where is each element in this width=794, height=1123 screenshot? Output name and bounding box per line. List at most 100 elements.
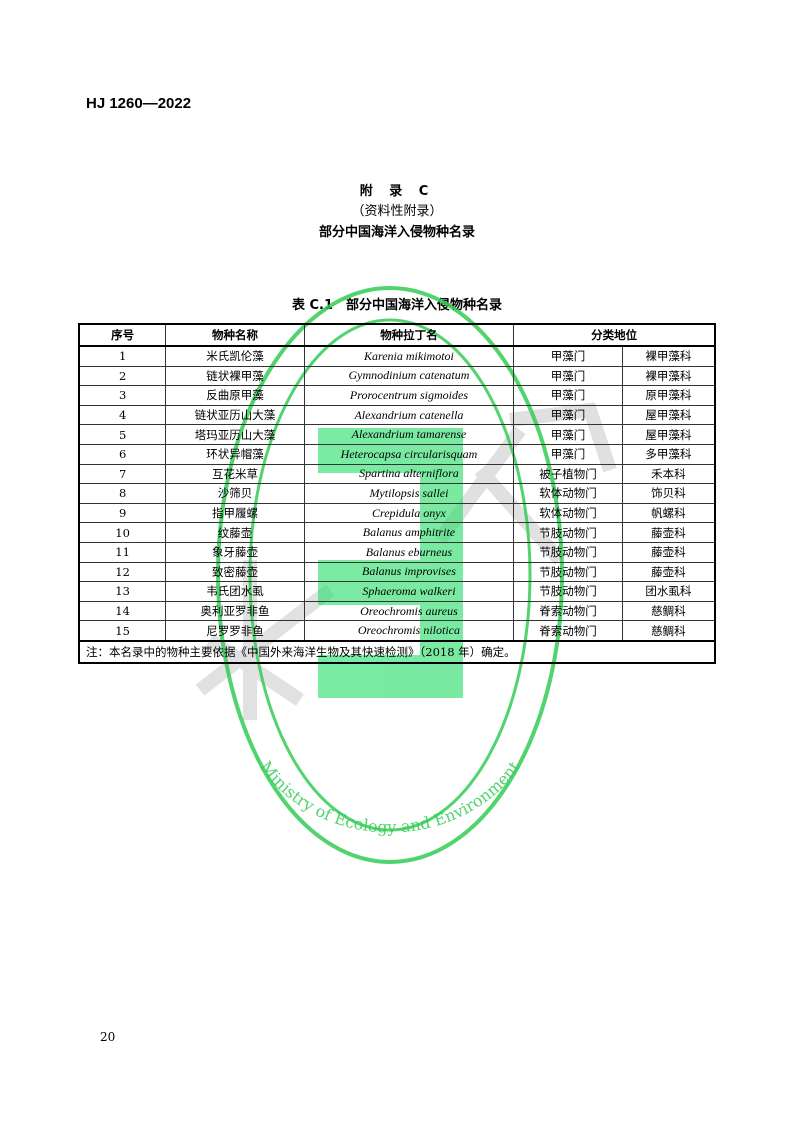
cell-latin: Karenia mikimotoi [303,345,515,367]
cell-family: 裸甲藻科 [621,365,716,387]
cell-index: 6 [78,443,167,465]
cell-latin: Mytilopsis sallei [303,483,515,504]
cell-family: 禾本科 [621,463,716,485]
cell-phylum: 甲藻门 [513,345,623,367]
header-name: 物种名称 [165,323,305,347]
appendix-nature: （资料性附录） [351,204,443,219]
cell-name: 链状裸甲藻 [165,365,305,387]
cell-family: 多甲藻科 [621,443,716,465]
cell-family: 屋甲藻科 [621,424,716,445]
cell-name: 象牙藤壶 [165,541,305,563]
cell-latin: Gymnodinium catenatum [303,365,515,387]
cell-index: 14 [78,600,167,622]
table-row: 5 塔玛亚历山大藻 Alexandrium tamarense 甲藻门 屋甲藻科 [78,424,716,445]
page-number: 20 [100,1030,116,1044]
table-caption: 表 C.1 部分中国海洋入侵物种名录 [291,298,503,313]
cell-phylum: 甲藻门 [513,365,623,387]
cell-name: 奥利亚罗非鱼 [165,600,305,622]
table-row: 1 米氏凯伦藻 Karenia mikimotoi 甲藻门 裸甲藻科 [78,345,716,367]
table-row: 11 象牙藤壶 Balanus eburneus 节肢动物门 藤壶科 [78,541,716,563]
cell-name: 纹藤壶 [165,522,305,543]
table-row: 8 沙筛贝 Mytilopsis sallei 软体动物门 饰贝科 [78,483,716,504]
cell-index: 9 [78,502,167,524]
cell-latin: Alexandrium catenella [303,404,515,426]
cell-family: 裸甲藻科 [621,345,716,367]
table-row: 10 纹藤壶 Balanus amphitrite 节肢动物门 藤壶科 [78,522,716,543]
cell-index: 11 [78,541,167,563]
table-row: 6 环状异帽藻 Heterocapsa circularisquam 甲藻门 多甲藻科 [78,443,716,465]
table-header-row: 序号 物种名称 物种拉丁名 分类地位 [78,323,716,347]
table-note: 注：本名录中的物种主要依据《中国外来海洋生物及其快速检测》（2018 年）确定。 [78,639,716,664]
table-row: 3 反曲原甲藻 Prorocentrum sigmoides 甲藻门 原甲藻科 [78,385,716,406]
cell-family: 慈鲷科 [621,600,716,622]
cell-phylum: 被子植物门 [513,463,623,485]
cell-phylum: 甲藻门 [513,443,623,465]
cell-latin: Balanus amphitrite [303,522,515,543]
cell-index: 8 [78,483,167,504]
cell-family: 原甲藻科 [621,385,716,406]
header-latin: 物种拉丁名 [303,323,515,347]
cell-index: 2 [78,365,167,387]
cell-name: 韦氏团水虱 [165,581,305,602]
cell-phylum: 节肢动物门 [513,581,623,602]
table-row: 7 互花米草 Spartina alterniflora 被子植物门 禾本科 [78,463,716,485]
cell-name: 塔玛亚历山大藻 [165,424,305,445]
cell-phylum: 软体动物门 [513,502,623,524]
cell-phylum: 甲藻门 [513,385,623,406]
cell-family: 饰贝科 [621,483,716,504]
cell-latin: Spartina alterniflora [303,463,515,485]
cell-index: 15 [78,620,167,642]
cell-latin: Sphaeroma walkeri [303,581,515,602]
cell-phylum: 脊索动物门 [513,620,623,642]
cell-phylum: 节肢动物门 [513,561,623,583]
cell-index: 12 [78,561,167,583]
cell-latin: Oreochromis nilotica [303,620,515,642]
table-row: 15 尼罗罗非鱼 Oreochromis nilotica 脊索动物门 慈鲷科 [78,620,716,642]
cell-latin: Balanus eburneus [303,541,515,563]
cell-phylum: 节肢动物门 [513,541,623,563]
cell-latin: Heterocapsa circularisquam [303,443,515,465]
cell-index: 3 [78,385,167,406]
cell-name: 指甲履螺 [165,502,305,524]
appendix-label: 附 录 C [359,184,435,199]
cell-latin: Crepidula onyx [303,502,515,524]
cell-phylum: 甲藻门 [513,424,623,445]
cell-index: 7 [78,463,167,485]
cell-index: 5 [78,424,167,445]
cell-family: 藤壶科 [621,541,716,563]
cell-family: 团水虱科 [621,581,716,602]
cell-latin: Oreochromis aureus [303,600,515,622]
cell-name: 反曲原甲藻 [165,385,305,406]
cell-family: 慈鲷科 [621,620,716,642]
header-index: 序号 [78,323,167,347]
table-row: 4 链状亚历山大藻 Alexandrium catenella 甲藻门 屋甲藻科 [78,404,716,426]
cell-name: 环状异帽藻 [165,443,305,465]
cell-phylum: 节肢动物门 [513,522,623,543]
cell-family: 帆螺科 [621,502,716,524]
cell-name: 链状亚历山大藻 [165,404,305,426]
header-taxonomy: 分类地位 [513,323,716,347]
cell-name: 米氏凯伦藻 [165,345,305,367]
cell-name: 致密藤壶 [165,561,305,583]
table-row: 13 韦氏团水虱 Sphaeroma walkeri 节肢动物门 团水虱科 [78,581,716,602]
cell-name: 互花米草 [165,463,305,485]
table-row: 2 链状裸甲藻 Gymnodinium catenatum 甲藻门 裸甲藻科 [78,365,716,387]
cell-index: 13 [78,581,167,602]
table-row: 14 奥利亚罗非鱼 Oreochromis aureus 脊索动物门 慈鲷科 [78,600,716,622]
cell-phylum: 甲藻门 [513,404,623,426]
watermark-stamp-text: Ministry of Ecology and Environment [256,757,523,836]
table-row: 12 致密藤壶 Balanus improvises 节肢动物门 藤壶科 [78,561,716,583]
cell-phylum: 脊索动物门 [513,600,623,622]
species-table: 序号 物种名称 物种拉丁名 分类地位 1 米氏凯伦藻 Karenia mikimot… [78,323,716,664]
appendix-title: 部分中国海洋入侵物种名录 [318,225,475,240]
cell-family: 藤壶科 [621,561,716,583]
cell-index: 10 [78,522,167,543]
cell-latin: Prorocentrum sigmoides [303,385,515,406]
cell-latin: Balanus improvises [303,561,515,583]
cell-latin: Alexandrium tamarense [303,424,515,445]
cell-family: 屋甲藻科 [621,404,716,426]
table-row: 9 指甲履螺 Crepidula onyx 软体动物门 帆螺科 [78,502,716,524]
cell-name: 尼罗罗非鱼 [165,620,305,642]
cell-phylum: 软体动物门 [513,483,623,504]
cell-name: 沙筛贝 [165,483,305,504]
